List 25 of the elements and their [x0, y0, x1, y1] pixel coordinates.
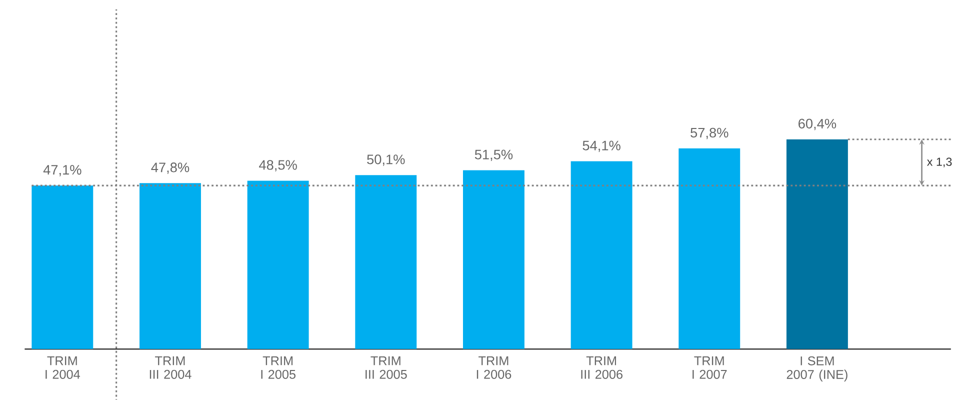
data-label: 51,5% [474, 150, 513, 162]
x-tick-label: I SEM 2007 (INE) [786, 356, 848, 382]
data-label: 54,1% [582, 140, 620, 152]
data-label: 47,8% [151, 162, 190, 174]
annotation: x 1,3 [927, 158, 952, 168]
bar [140, 183, 201, 350]
data-label: 50,1% [367, 154, 405, 166]
data-label: 60,4% [798, 118, 836, 130]
x-tick-label: TRIM III 2005 [366, 356, 407, 379]
x-tick-label: TRIM I 2006 [476, 356, 512, 379]
data-label: 57,8% [690, 128, 728, 140]
bar [786, 140, 848, 350]
x-tick-label: TRIM I 2005 [261, 356, 296, 379]
data-label: 47,1% [43, 165, 82, 176]
x-tick-label: TRIM III 2006 [581, 356, 622, 379]
x-tick-label: TRIM III 2004 [150, 356, 192, 379]
data-label: 48,5% [259, 160, 297, 172]
bar [462, 170, 524, 350]
bar [570, 161, 632, 350]
x-tick-label: TRIM I 2007 [692, 356, 727, 379]
bar [355, 175, 417, 350]
bar [247, 180, 309, 350]
x-tick-label: TRIM I 2004 [46, 356, 80, 379]
bar [32, 186, 94, 350]
bar [678, 148, 740, 350]
